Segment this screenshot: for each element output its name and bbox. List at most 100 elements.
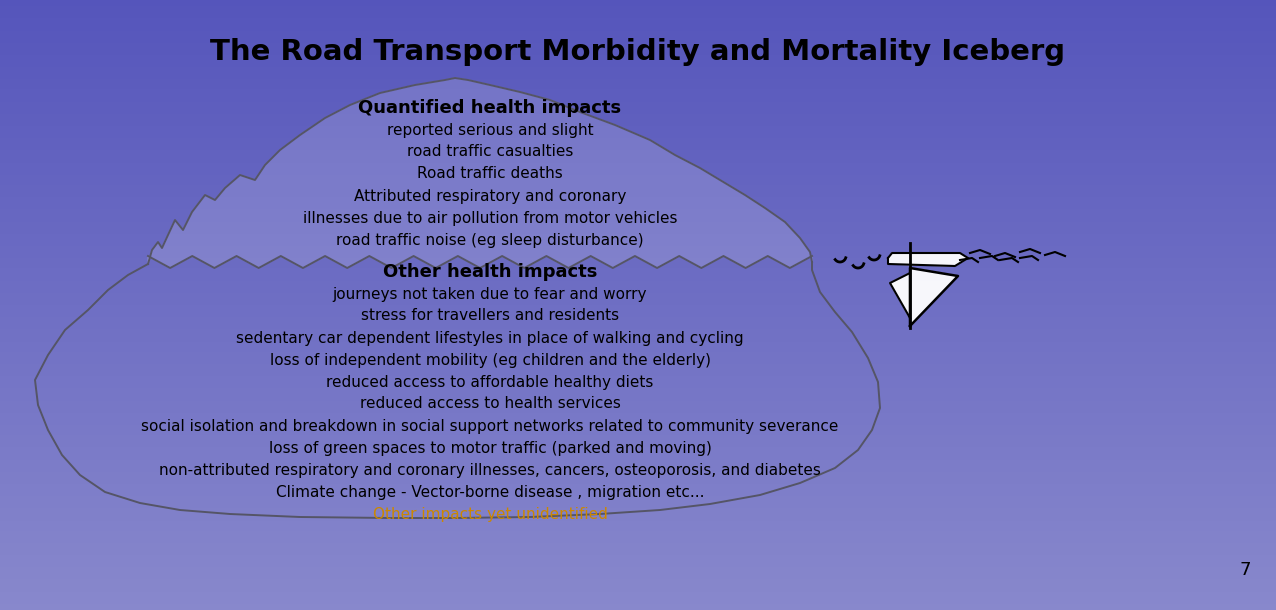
Bar	[0, 193, 1276, 195]
Bar	[0, 2, 1276, 4]
Bar	[0, 4, 1276, 6]
Text: Other impacts yet unidentified: Other impacts yet unidentified	[373, 506, 607, 522]
Bar	[0, 531, 1276, 533]
Bar	[0, 191, 1276, 193]
Bar	[0, 541, 1276, 543]
Bar	[0, 565, 1276, 567]
Bar	[0, 559, 1276, 561]
Bar	[0, 57, 1276, 59]
Bar	[0, 606, 1276, 608]
Bar	[0, 500, 1276, 502]
Bar	[0, 336, 1276, 337]
Bar	[0, 152, 1276, 154]
Bar	[0, 142, 1276, 145]
Bar	[0, 132, 1276, 134]
Text: loss of independent mobility (eg children and the elderly): loss of independent mobility (eg childre…	[269, 353, 711, 367]
Bar	[0, 395, 1276, 396]
Bar	[0, 130, 1276, 132]
Bar	[0, 459, 1276, 462]
Bar	[0, 124, 1276, 126]
Bar	[0, 580, 1276, 581]
Bar	[0, 374, 1276, 376]
Bar	[0, 508, 1276, 511]
Bar	[0, 323, 1276, 325]
Bar	[0, 256, 1276, 258]
Bar	[0, 20, 1276, 23]
Bar	[0, 26, 1276, 29]
Bar	[0, 421, 1276, 423]
Text: reduced access to health services: reduced access to health services	[360, 396, 620, 412]
Bar	[0, 533, 1276, 535]
Bar	[0, 84, 1276, 85]
Bar	[0, 114, 1276, 116]
Bar	[0, 90, 1276, 92]
Text: reported serious and slight: reported serious and slight	[387, 123, 593, 137]
Bar	[0, 244, 1276, 246]
Bar	[0, 220, 1276, 221]
Bar	[0, 309, 1276, 311]
Bar	[0, 92, 1276, 93]
Bar	[0, 8, 1276, 10]
Bar	[0, 63, 1276, 65]
Bar	[0, 55, 1276, 57]
Bar	[0, 584, 1276, 586]
Bar	[0, 24, 1276, 26]
Bar	[0, 529, 1276, 531]
Bar	[0, 106, 1276, 108]
Bar	[0, 366, 1276, 368]
Bar	[0, 431, 1276, 433]
Bar	[0, 165, 1276, 167]
Bar	[0, 299, 1276, 301]
Bar	[0, 145, 1276, 146]
Bar	[0, 98, 1276, 99]
Bar	[0, 362, 1276, 364]
Bar	[0, 30, 1276, 32]
Bar	[0, 372, 1276, 374]
Bar	[0, 136, 1276, 138]
Bar	[0, 392, 1276, 395]
Bar	[0, 189, 1276, 191]
Bar	[0, 555, 1276, 557]
Bar	[0, 490, 1276, 492]
Bar	[0, 240, 1276, 242]
Bar	[0, 32, 1276, 35]
Bar	[0, 561, 1276, 563]
Text: social isolation and breakdown in social support networks related to community s: social isolation and breakdown in social…	[142, 418, 838, 434]
Bar	[0, 289, 1276, 291]
Text: illnesses due to air pollution from motor vehicles: illnesses due to air pollution from moto…	[302, 210, 678, 226]
Bar	[0, 488, 1276, 490]
Bar	[0, 604, 1276, 606]
Bar	[0, 567, 1276, 569]
Bar	[0, 433, 1276, 435]
Bar	[0, 175, 1276, 177]
Bar	[0, 518, 1276, 520]
Bar	[0, 183, 1276, 185]
Bar	[0, 295, 1276, 297]
Bar	[0, 425, 1276, 427]
Bar	[0, 71, 1276, 73]
Bar	[0, 110, 1276, 112]
Bar	[0, 252, 1276, 254]
Bar	[0, 465, 1276, 468]
Bar	[0, 267, 1276, 268]
Bar	[0, 221, 1276, 224]
Bar	[0, 138, 1276, 140]
Bar	[0, 134, 1276, 136]
Bar	[0, 297, 1276, 299]
Bar	[0, 551, 1276, 553]
Bar	[0, 520, 1276, 523]
Bar	[0, 18, 1276, 20]
Bar	[0, 85, 1276, 87]
Bar	[0, 396, 1276, 398]
Bar	[0, 523, 1276, 525]
Bar	[0, 464, 1276, 465]
Bar	[0, 238, 1276, 240]
Bar	[0, 474, 1276, 476]
Bar	[0, 437, 1276, 439]
Bar	[0, 451, 1276, 453]
Text: sedentary car dependent lifestyles in place of walking and cycling: sedentary car dependent lifestyles in pl…	[236, 331, 744, 345]
Polygon shape	[910, 268, 958, 326]
Bar	[0, 29, 1276, 31]
Bar	[0, 307, 1276, 309]
Bar	[0, 146, 1276, 148]
